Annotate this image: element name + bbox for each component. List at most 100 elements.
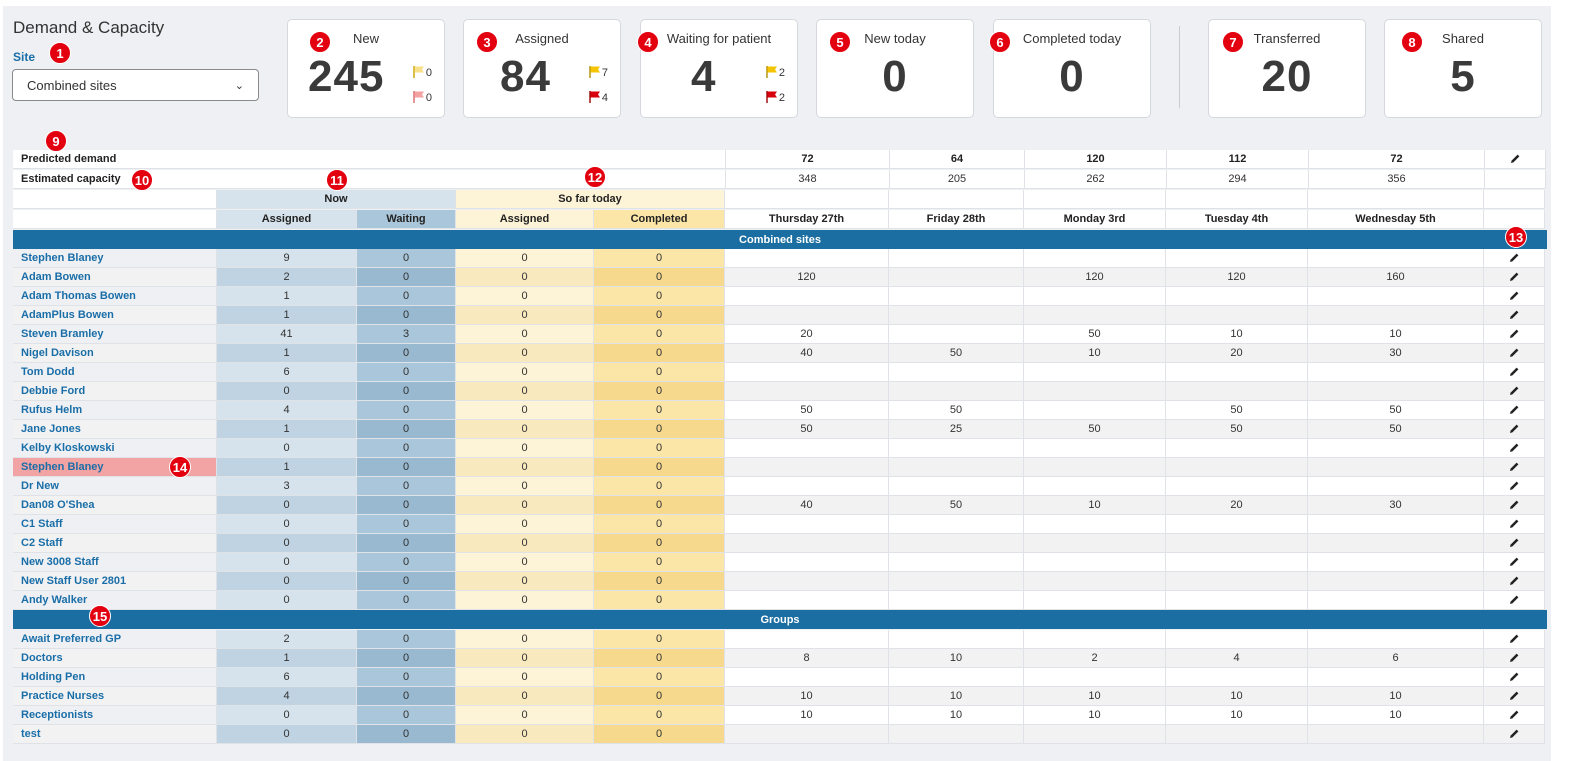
edit-row-button[interactable]: [1484, 687, 1545, 706]
row-name-link[interactable]: Stephen Blaney: [13, 458, 217, 477]
demand-capacity-panel: Demand & Capacity Site Combined sites ⌄ …: [3, 6, 1551, 761]
card-assigned[interactable]: Assigned 84 7 4: [463, 19, 621, 118]
edit-row-button[interactable]: [1484, 363, 1545, 382]
row-sf-completed: 0: [594, 725, 725, 744]
col-now-assigned[interactable]: Assigned: [217, 210, 357, 229]
edit-row-button[interactable]: [1484, 534, 1545, 553]
row-day-5: [1308, 534, 1484, 553]
row-day-3: 10: [1024, 706, 1166, 725]
row-name-link[interactable]: Nigel Davison: [13, 344, 217, 363]
row-name-link[interactable]: Adam Bowen: [13, 268, 217, 287]
row-assigned: 0: [217, 496, 357, 515]
card-transferred-label: Transferred: [1253, 31, 1321, 46]
edit-row-button[interactable]: [1484, 306, 1545, 325]
group-header-blank-d2: [889, 190, 1024, 209]
edit-row-button[interactable]: [1484, 420, 1545, 439]
row-name-link[interactable]: Practice Nurses: [13, 687, 217, 706]
row-name-link[interactable]: New 3008 Staff: [13, 553, 217, 572]
row-day-5: 6: [1308, 649, 1484, 668]
row-waiting: 0: [357, 725, 456, 744]
row-day-5: [1308, 458, 1484, 477]
edit-row-button[interactable]: [1484, 382, 1545, 401]
edit-row-button[interactable]: [1484, 249, 1545, 268]
row-day-4: [1166, 515, 1308, 534]
row-day-4: [1166, 591, 1308, 610]
edit-row-button[interactable]: [1484, 553, 1545, 572]
col-now-waiting[interactable]: Waiting: [357, 210, 456, 229]
row-day-2: [889, 591, 1024, 610]
edit-row-button[interactable]: [1484, 706, 1545, 725]
card-completed-today[interactable]: Completed today 0: [993, 19, 1151, 118]
row-assigned: 6: [217, 668, 357, 687]
row-name-link[interactable]: Receptionists: [13, 706, 217, 725]
row-name-link[interactable]: Steven Bramley: [13, 325, 217, 344]
edit-row-button[interactable]: [1484, 439, 1545, 458]
edit-row-button[interactable]: [1484, 458, 1545, 477]
table-row: AdamPlus Bowen 1 0 0 0: [13, 306, 1547, 325]
edit-row-button[interactable]: [1484, 725, 1545, 744]
yellow-flag-icon: [413, 66, 424, 78]
row-waiting: 0: [357, 649, 456, 668]
col-so-far-assigned[interactable]: Assigned: [456, 210, 594, 229]
row-name-link[interactable]: Dan08 O'Shea: [13, 496, 217, 515]
site-select[interactable]: Combined sites ⌄: [12, 69, 259, 101]
row-name-link[interactable]: Holding Pen: [13, 668, 217, 687]
card-completed-today-value: 0: [1059, 52, 1085, 101]
edit-row-button[interactable]: [1484, 325, 1545, 344]
card-waiting[interactable]: Waiting for patient 4 2 2: [640, 19, 798, 118]
row-day-5: [1308, 591, 1484, 610]
section-groups: Groups: [13, 610, 1547, 629]
row-sf-completed: 0: [594, 268, 725, 287]
row-sf-assigned: 0: [456, 630, 594, 649]
row-name-link[interactable]: Jane Jones: [13, 420, 217, 439]
row-sf-assigned: 0: [456, 534, 594, 553]
row-day-5: [1308, 572, 1484, 591]
row-name-link[interactable]: Doctors: [13, 649, 217, 668]
edit-row-button[interactable]: [1484, 572, 1545, 591]
row-name-link[interactable]: Stephen Blaney: [13, 249, 217, 268]
row-name-link[interactable]: Kelby Kloskowski: [13, 439, 217, 458]
row-day-4: [1166, 572, 1308, 591]
row-name-link[interactable]: Andy Walker: [13, 591, 217, 610]
row-assigned: 2: [217, 268, 357, 287]
row-day-5: [1308, 515, 1484, 534]
edit-row-button[interactable]: [1484, 649, 1545, 668]
row-name-link[interactable]: C1 Staff: [13, 515, 217, 534]
edit-row-button[interactable]: [1484, 496, 1545, 515]
row-sf-completed: 0: [594, 687, 725, 706]
col-so-far-completed[interactable]: Completed: [594, 210, 725, 229]
edit-row-button[interactable]: [1484, 401, 1545, 420]
row-day-3: [1024, 382, 1166, 401]
edit-row-button[interactable]: [1484, 287, 1545, 306]
row-day-3: 10: [1024, 687, 1166, 706]
row-day-2: [889, 572, 1024, 591]
pencil-icon: [1510, 634, 1519, 643]
row-waiting: 0: [357, 668, 456, 687]
edit-row-button[interactable]: [1484, 668, 1545, 687]
row-waiting: 0: [357, 630, 456, 649]
row-assigned: 4: [217, 687, 357, 706]
row-name-link[interactable]: Dr New: [13, 477, 217, 496]
row-day-3: [1024, 249, 1166, 268]
row-name-link[interactable]: Debbie Ford: [13, 382, 217, 401]
row-name-link[interactable]: C2 Staff: [13, 534, 217, 553]
row-name-link[interactable]: New Staff User 2801: [13, 572, 217, 591]
edit-row-button[interactable]: [1484, 344, 1545, 363]
edit-row-button[interactable]: [1484, 477, 1545, 496]
row-name-link[interactable]: AdamPlus Bowen: [13, 306, 217, 325]
edit-row-button[interactable]: [1484, 515, 1545, 534]
row-name-link[interactable]: Adam Thomas Bowen: [13, 287, 217, 306]
row-name-link[interactable]: Await Preferred GP: [13, 630, 217, 649]
row-day-4: [1166, 287, 1308, 306]
row-name-link[interactable]: Rufus Helm: [13, 401, 217, 420]
edit-row-button[interactable]: [1484, 630, 1545, 649]
col-day-1: Thursday 27th: [725, 210, 889, 229]
column-header-row: Assigned Waiting Assigned Completed Thur…: [13, 210, 1547, 229]
row-name-link[interactable]: Tom Dodd: [13, 363, 217, 382]
annotation-badge: 3: [476, 31, 498, 53]
row-name-link[interactable]: test: [13, 725, 217, 744]
edit-row-button[interactable]: [1484, 591, 1545, 610]
row-waiting: 0: [357, 496, 456, 515]
edit-row-button[interactable]: [1484, 268, 1545, 287]
edit-predicted-button[interactable]: [1485, 150, 1546, 169]
